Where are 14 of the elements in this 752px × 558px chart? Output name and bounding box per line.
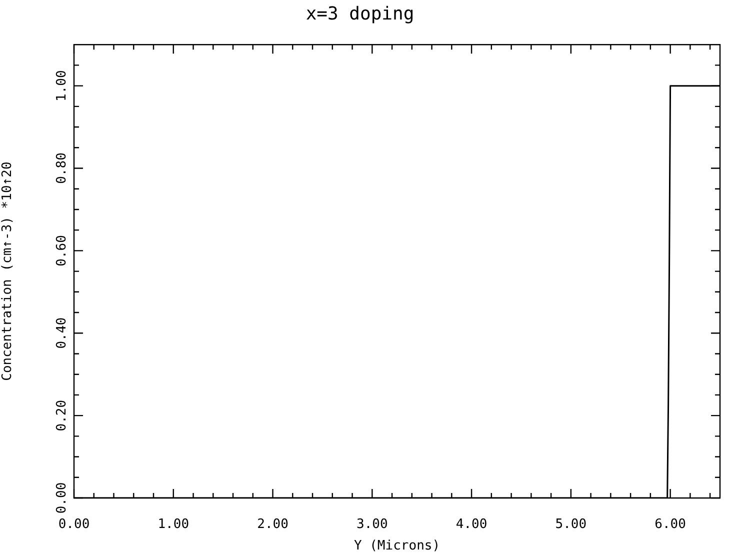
x-axis-title: Y (Microns)	[354, 538, 440, 554]
x-tick-label: 3.00	[356, 517, 388, 532]
y-tick-label: 0.40	[54, 317, 70, 349]
x-tick-label: 6.00	[654, 517, 686, 532]
x-tick-label: 1.00	[158, 517, 190, 532]
x-tick-label: 2.00	[257, 517, 288, 532]
x-tick-label: 5.00	[555, 517, 587, 532]
y-tick-label: 1.00	[54, 70, 70, 102]
y-tick-label: 0.20	[54, 400, 70, 432]
y-tick-label: 0.60	[54, 235, 70, 266]
chart-title: x=3 doping	[306, 3, 414, 24]
x-tick-label: 4.00	[456, 517, 488, 532]
y-axis-title: Concentration (cm↑-3) *10↑20	[0, 162, 16, 381]
y-tick-label: 0.80	[54, 152, 70, 184]
